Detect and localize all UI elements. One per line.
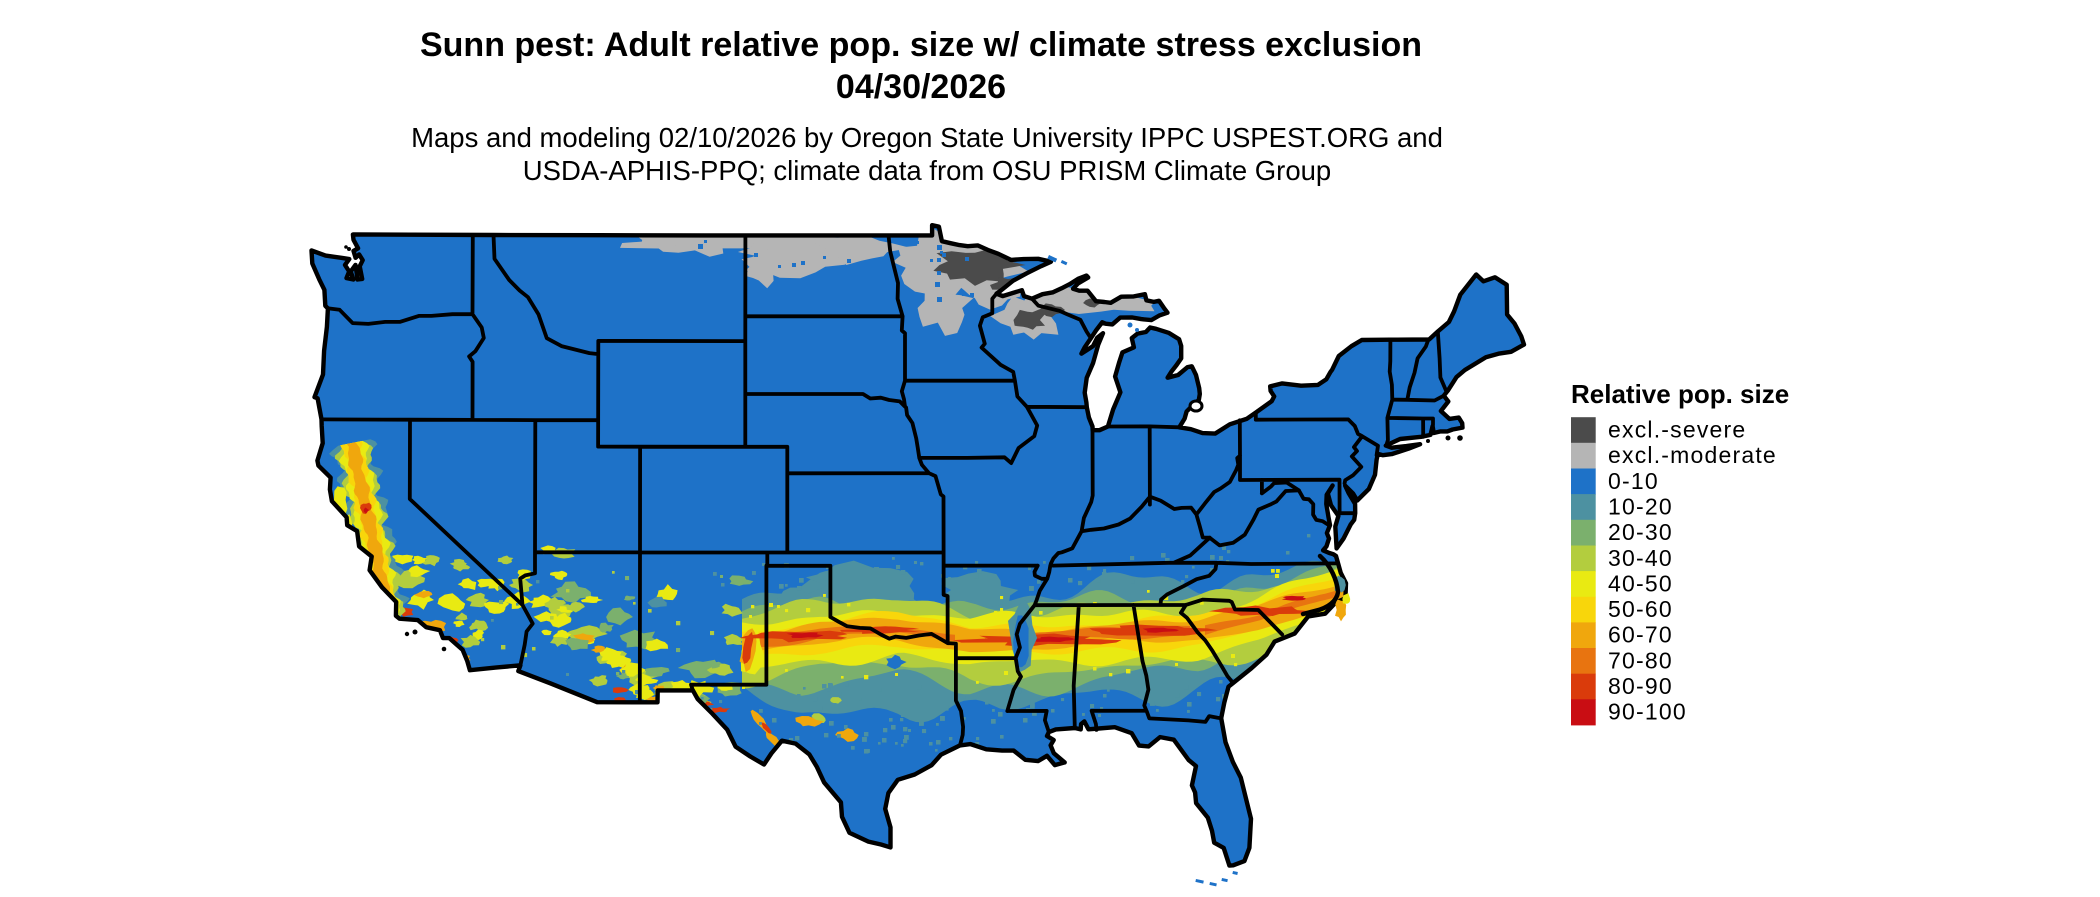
svg-text:excl.-severe: excl.-severe [1608,417,1746,443]
svg-text:70-80: 70-80 [1608,647,1673,673]
svg-text:60-70: 60-70 [1608,622,1673,648]
svg-text:04/30/2026: 04/30/2026 [836,68,1006,106]
svg-text:10-20: 10-20 [1608,494,1673,520]
svg-text:50-60: 50-60 [1608,596,1673,622]
svg-text:Relative pop. size: Relative pop. size [1571,379,1789,409]
svg-text:30-40: 30-40 [1608,545,1673,571]
svg-text:20-30: 20-30 [1608,519,1673,545]
svg-text:40-50: 40-50 [1608,570,1673,596]
svg-text:Sunn pest: Adult relative pop.: Sunn pest: Adult relative pop. size w/ c… [420,26,1422,64]
svg-text:excl.-moderate: excl.-moderate [1608,442,1777,468]
svg-text:USDA-APHIS-PPQ; climate data f: USDA-APHIS-PPQ; climate data from OSU PR… [523,155,1331,186]
svg-text:90-100: 90-100 [1608,699,1687,725]
svg-text:0-10: 0-10 [1608,468,1659,494]
svg-text:Maps and modeling 02/10/2026 b: Maps and modeling 02/10/2026 by Oregon S… [411,122,1443,153]
svg-text:80-90: 80-90 [1608,673,1673,699]
